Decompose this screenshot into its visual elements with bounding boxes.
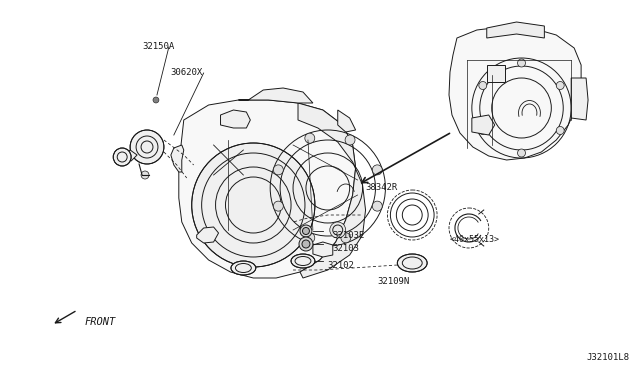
Circle shape (556, 81, 564, 90)
Text: 32150A: 32150A (142, 42, 174, 51)
Text: 38342R: 38342R (365, 183, 398, 192)
Circle shape (192, 143, 315, 267)
Text: 30620X: 30620X (171, 68, 203, 77)
Circle shape (305, 233, 315, 243)
Polygon shape (338, 110, 356, 132)
Circle shape (113, 148, 131, 166)
Circle shape (273, 165, 284, 175)
Circle shape (302, 240, 310, 248)
Circle shape (300, 225, 312, 237)
Polygon shape (487, 65, 504, 82)
Polygon shape (487, 22, 545, 38)
Ellipse shape (291, 254, 315, 268)
Polygon shape (449, 27, 581, 160)
Circle shape (273, 201, 284, 211)
Circle shape (153, 97, 159, 103)
Circle shape (130, 130, 164, 164)
Text: FRONT: FRONT (84, 317, 116, 327)
Circle shape (345, 135, 355, 145)
Circle shape (518, 59, 525, 67)
Text: 32103E: 32103E (333, 231, 365, 240)
Circle shape (518, 149, 525, 157)
Ellipse shape (397, 254, 427, 272)
Circle shape (330, 222, 346, 238)
Circle shape (341, 233, 351, 243)
Circle shape (303, 228, 309, 234)
Circle shape (305, 133, 315, 143)
Circle shape (141, 171, 149, 179)
Circle shape (372, 201, 382, 211)
Circle shape (479, 126, 487, 135)
Polygon shape (472, 115, 495, 135)
Text: 32109N: 32109N (378, 277, 410, 286)
Text: 32103: 32103 (333, 244, 360, 253)
Polygon shape (179, 100, 356, 278)
Polygon shape (171, 145, 184, 172)
Ellipse shape (231, 261, 256, 275)
Polygon shape (196, 227, 218, 243)
Polygon shape (221, 110, 250, 128)
Text: 32102: 32102 (328, 261, 355, 270)
Polygon shape (313, 242, 333, 257)
Polygon shape (125, 150, 137, 161)
Text: J32101L8: J32101L8 (586, 353, 629, 362)
Text: <40x55x13>: <40x55x13> (450, 235, 500, 244)
Circle shape (299, 237, 313, 251)
Circle shape (479, 81, 487, 90)
Polygon shape (298, 103, 365, 278)
Polygon shape (239, 88, 313, 103)
Polygon shape (571, 78, 588, 120)
Circle shape (556, 126, 564, 135)
Circle shape (372, 165, 382, 175)
